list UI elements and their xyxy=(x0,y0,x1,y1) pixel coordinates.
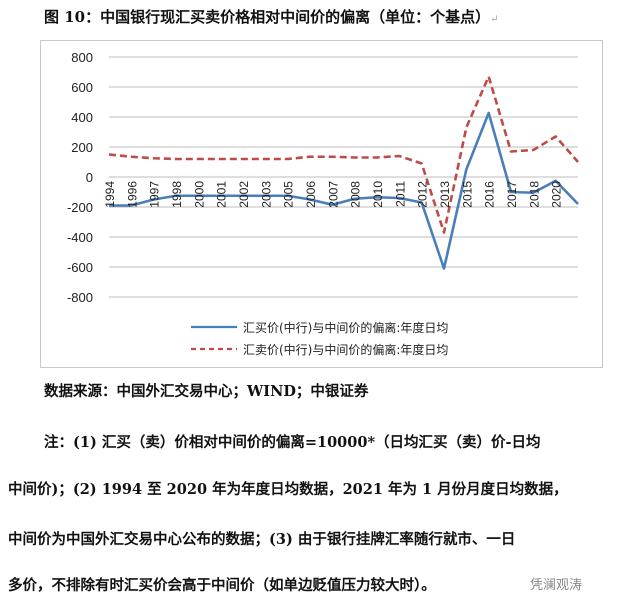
x-tick-label: 2011 xyxy=(393,181,407,207)
y-tick-label: -200 xyxy=(67,200,93,215)
x-tick-label: 2018 xyxy=(527,181,541,208)
x-tick-label: 1997 xyxy=(148,181,162,208)
x-tick-label: 2002 xyxy=(237,181,251,208)
note-line-2: 中间价)；(2) 1994 至 2020 年为年度日均数据，2021 年为 1 … xyxy=(8,481,568,498)
x-tick-label: 2000 xyxy=(192,181,206,208)
note-line-4: 多价，不排除有时汇买价会高于中间价（如单边贬值压力较大时）。 xyxy=(8,577,436,594)
y-tick-label: 600 xyxy=(71,80,93,95)
series-line-2 xyxy=(108,75,579,234)
y-tick-label: 400 xyxy=(71,110,93,125)
y-tick-label: -800 xyxy=(67,290,93,305)
x-tick-label: 1994 xyxy=(103,181,117,208)
x-tick-label: 2012 xyxy=(416,181,430,208)
series-line-1 xyxy=(109,111,579,270)
watermark: 凭澜观涛 xyxy=(530,578,583,593)
x-tick-label: 1998 xyxy=(170,181,184,208)
x-tick-label: 2010 xyxy=(371,181,385,208)
y-tick-label: 200 xyxy=(71,140,93,155)
x-tick-label: 2013 xyxy=(438,181,452,208)
y-tick-label: 0 xyxy=(86,170,93,185)
x-tick-label: 2020 xyxy=(550,181,564,208)
x-tick-label: 2007 xyxy=(326,181,340,208)
source-text: 数据来源：中国外汇交易中心；WIND；中银证券 xyxy=(44,383,369,400)
x-tick-label: 2015 xyxy=(460,181,474,208)
x-tick-label: 2008 xyxy=(349,181,363,208)
note-line-1: 注：(1) 汇买（卖）价相对中间价的偏离=10000*（日均汇买（卖）价-日均 xyxy=(44,434,541,451)
x-tick-label: 2005 xyxy=(282,181,296,208)
y-tick-label: 800 xyxy=(71,50,93,65)
note-line-3: 中间价为中国外汇交易中心公布的数据；(3) 由于银行挂牌汇率随行就市、一日 xyxy=(8,531,516,548)
legend-label: 汇买价(中行)与中间价的偏离:年度日均 xyxy=(243,320,448,335)
x-tick-label: 2016 xyxy=(483,181,497,208)
figure-title: 图 10：中国银行现汇买卖价格相对中间价的偏离（单位：个基点）↵ xyxy=(44,8,499,26)
x-tick-label: 1996 xyxy=(125,181,139,208)
y-tick-label: -400 xyxy=(67,230,93,245)
x-tick-label: 2001 xyxy=(215,181,229,208)
legend-label: 汇卖价(中行)与中间价的偏离:年度日均 xyxy=(243,342,448,357)
y-tick-label: -600 xyxy=(67,260,93,275)
x-tick-label: 2017 xyxy=(505,181,519,208)
chart: 800 600 400 200 0 -200 -400 -600 -800 1994 1996 199… xyxy=(40,40,603,368)
x-tick-label: 2003 xyxy=(259,181,273,208)
x-tick-label: 2006 xyxy=(304,181,318,208)
